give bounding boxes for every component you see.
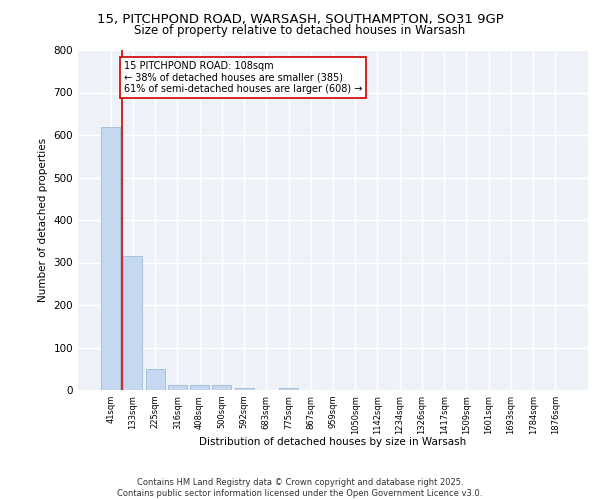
Text: Size of property relative to detached houses in Warsash: Size of property relative to detached ho… xyxy=(134,24,466,37)
X-axis label: Distribution of detached houses by size in Warsash: Distribution of detached houses by size … xyxy=(199,437,467,447)
Bar xyxy=(168,385,187,390)
Text: Contains HM Land Registry data © Crown copyright and database right 2025.
Contai: Contains HM Land Registry data © Crown c… xyxy=(118,478,482,498)
Text: 15, PITCHPOND ROAD, WARSASH, SOUTHAMPTON, SO31 9GP: 15, PITCHPOND ROAD, WARSASH, SOUTHAMPTON… xyxy=(97,12,503,26)
Text: 15 PITCHPOND ROAD: 108sqm
← 38% of detached houses are smaller (385)
61% of semi: 15 PITCHPOND ROAD: 108sqm ← 38% of detac… xyxy=(124,60,362,94)
Y-axis label: Number of detached properties: Number of detached properties xyxy=(38,138,48,302)
Bar xyxy=(190,385,209,390)
Bar xyxy=(212,385,231,390)
Bar xyxy=(235,388,254,390)
Bar xyxy=(279,388,298,390)
Bar xyxy=(101,126,120,390)
Bar xyxy=(124,256,142,390)
Bar xyxy=(146,369,164,390)
